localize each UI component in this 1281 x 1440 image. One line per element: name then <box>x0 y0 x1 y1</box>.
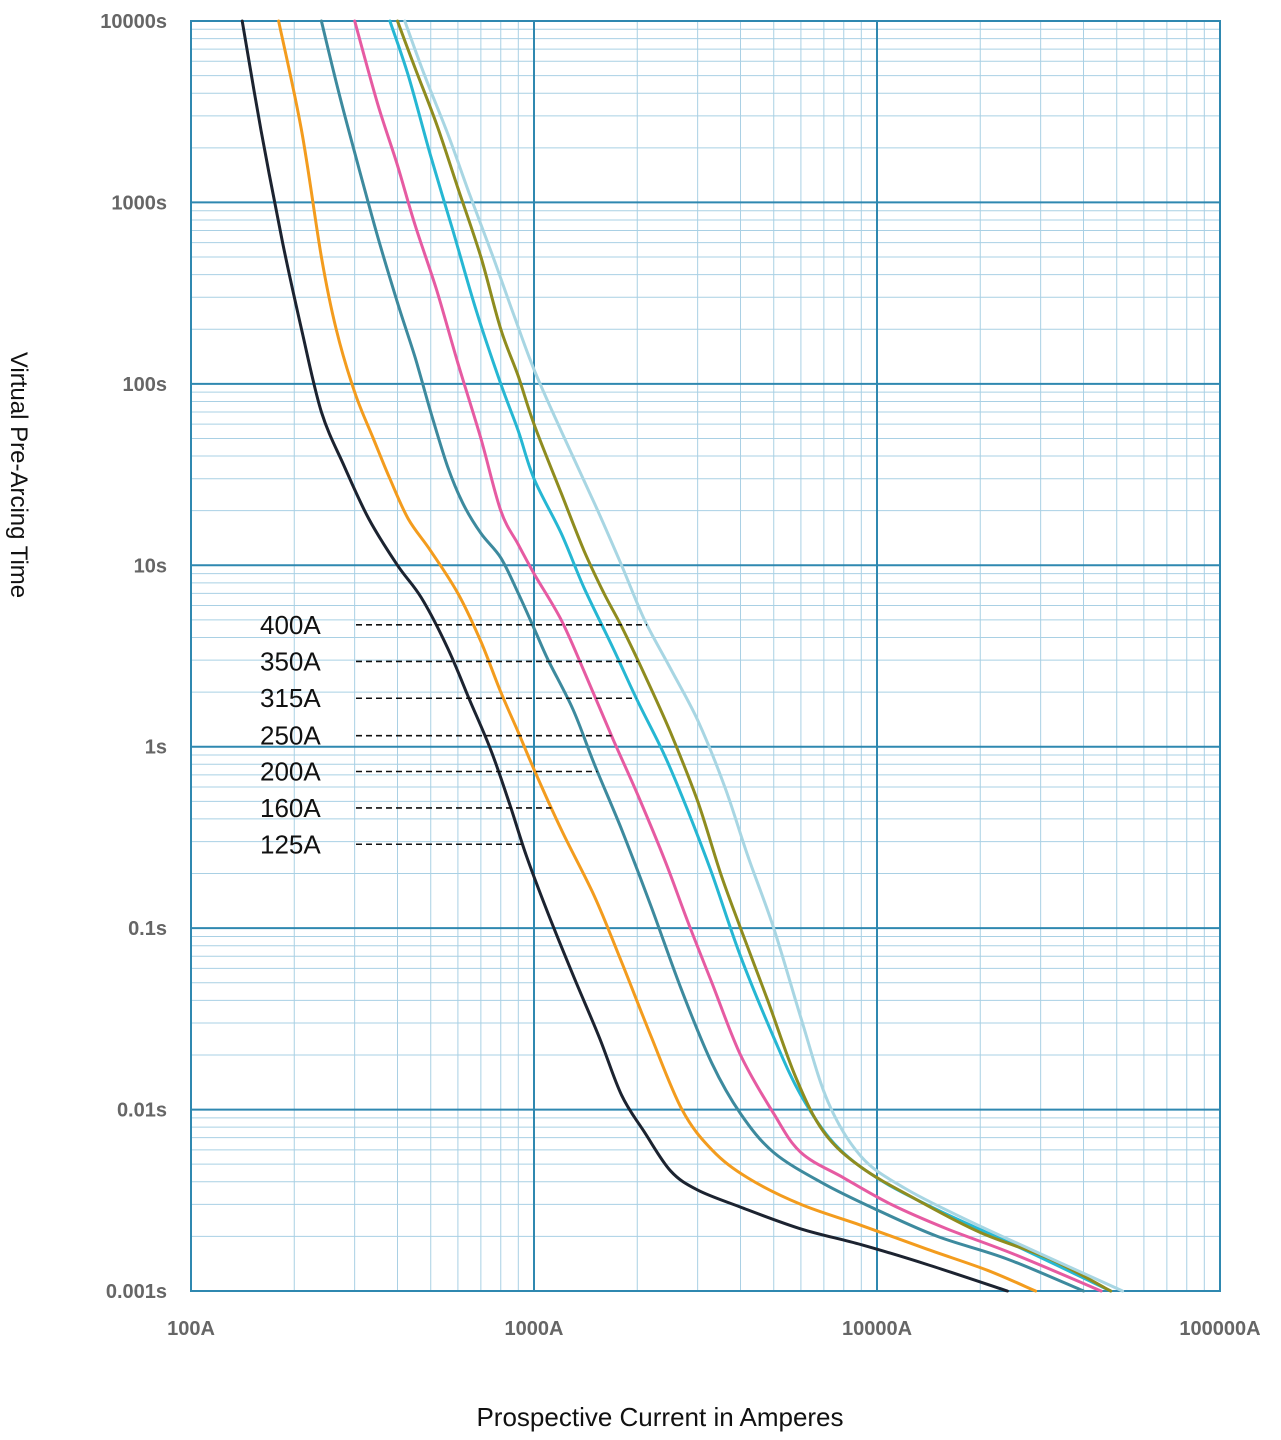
series-line-400A <box>403 19 1125 1293</box>
x-tick-label: 1000A <box>505 1318 564 1340</box>
series-label-350A: 350A <box>260 646 321 676</box>
x-tick-label: 100000A <box>1179 1318 1260 1340</box>
y-tick-label: 10000s <box>100 11 167 33</box>
y-axis-title: Virtual Pre-Arcing Time <box>5 351 32 599</box>
series-line-125A <box>240 19 1009 1293</box>
x-tick-label: 10000A <box>842 1318 912 1340</box>
series-label-315A: 315A <box>260 683 321 713</box>
series-label-400A: 400A <box>260 610 321 640</box>
plot-area <box>191 21 1220 1291</box>
series-line-160A <box>277 19 1038 1293</box>
x-axis-title: Prospective Current in Amperes <box>476 1402 844 1432</box>
y-tick-label: 10s <box>134 555 167 577</box>
series-label-200A: 200A <box>260 757 321 787</box>
series-label-160A: 160A <box>260 793 321 823</box>
series-line-350A <box>396 19 1113 1293</box>
series-label-125A: 125A <box>260 829 321 859</box>
y-tick-label: 0.01s <box>117 1100 167 1122</box>
series-label-250A: 250A <box>260 721 321 751</box>
series-labels: 125A 160A 200A 250A 315A 350A 400A <box>260 610 648 859</box>
y-tick-label: 1s <box>145 737 167 759</box>
plot-border <box>190 20 1221 1292</box>
minor-gridlines <box>191 21 1220 1291</box>
series-line-200A <box>319 19 1085 1293</box>
series-lines <box>240 19 1125 1293</box>
y-tick-label: 100s <box>123 374 168 396</box>
y-tick-label: 1000s <box>111 192 167 214</box>
major-gridlines <box>190 20 1221 1292</box>
series-line-250A <box>353 19 1103 1293</box>
y-tick-label: 0.001s <box>106 1281 167 1303</box>
x-tick-label: 100A <box>167 1318 215 1340</box>
y-tick-label: 0.1s <box>128 918 167 940</box>
